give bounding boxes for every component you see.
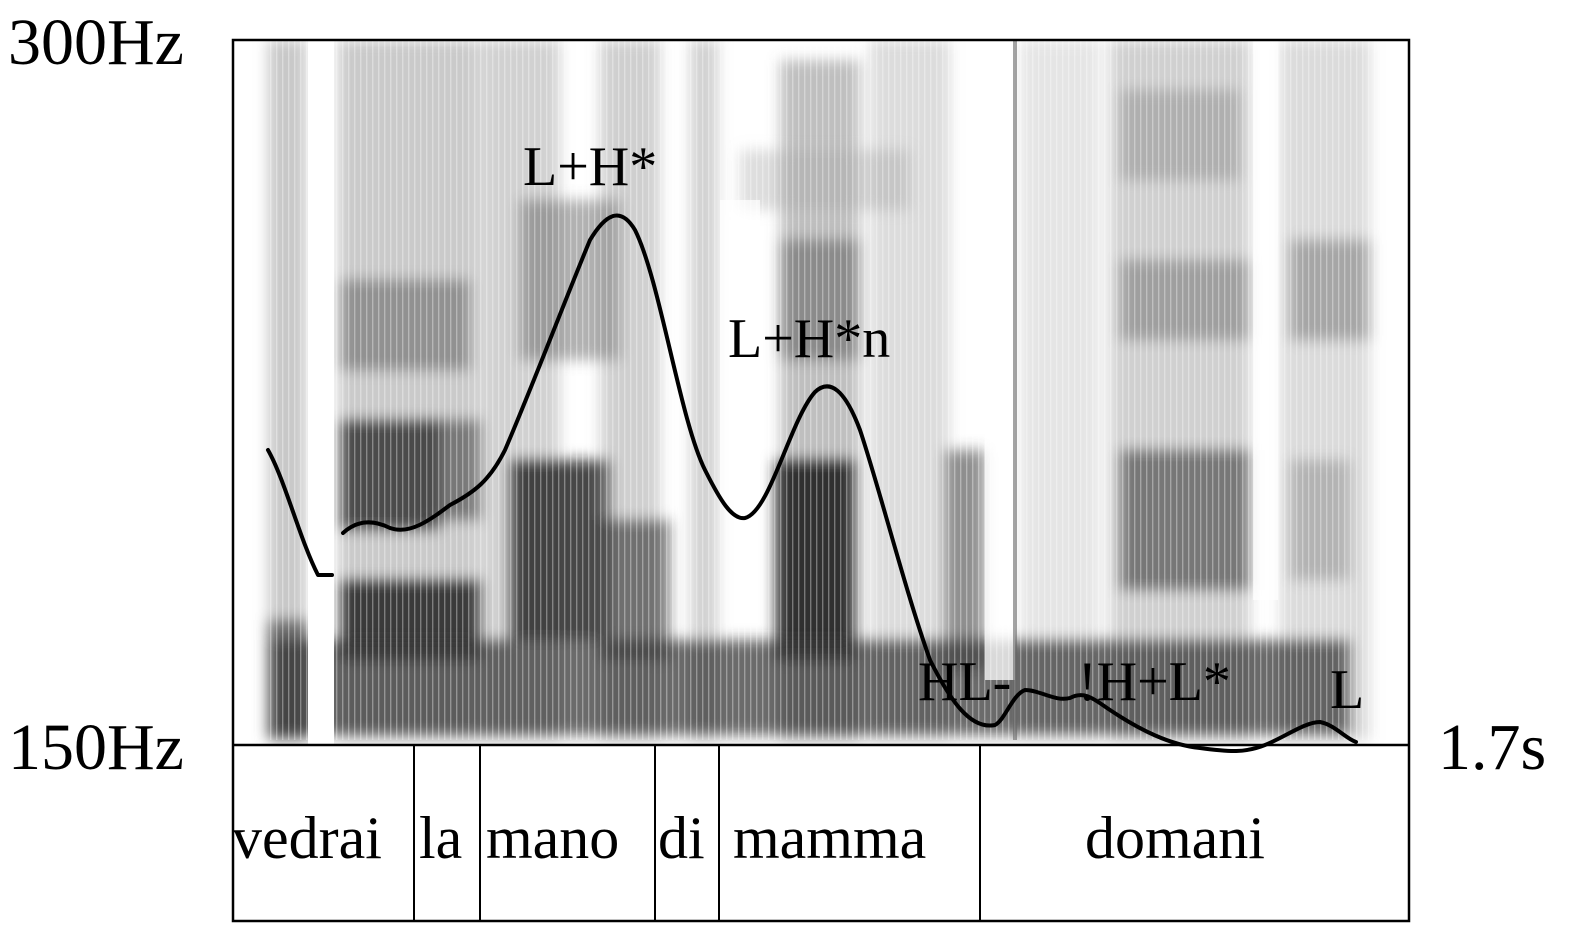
word-label: domani	[1085, 805, 1265, 871]
time-end-label: 1.7s	[1438, 711, 1547, 784]
word-label: mano	[486, 805, 619, 871]
f0-contour	[266, 213, 1358, 754]
word-label: di	[658, 805, 705, 871]
tone-label: L	[1330, 659, 1364, 721]
spectrogram	[268, 40, 1388, 745]
word-label: la	[419, 805, 462, 871]
word-label: vedrai	[232, 805, 382, 871]
tone-label: L+H*	[523, 136, 657, 198]
tone-label: L+H*n	[728, 308, 890, 370]
f0-min-label: 150Hz	[8, 711, 184, 784]
word-label: mamma	[733, 805, 926, 871]
tone-label: HL-	[918, 651, 1011, 713]
tone-label: !H+L*	[1078, 651, 1231, 713]
word-boundaries	[413, 745, 981, 921]
f0-max-label: 300Hz	[8, 6, 184, 79]
plot-frame	[231, 38, 1411, 923]
